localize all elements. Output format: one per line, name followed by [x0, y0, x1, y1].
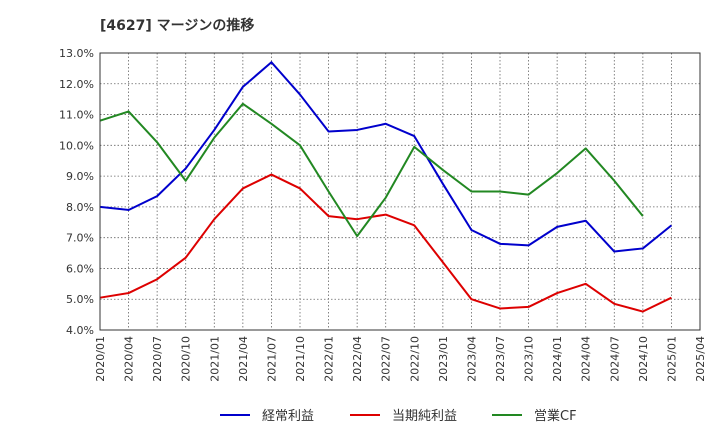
series-lines	[99, 61, 673, 313]
x-tick-label: 2023/01	[437, 336, 450, 382]
series-line-2	[99, 173, 672, 313]
plot-frame	[99, 52, 701, 331]
legend-label-3: 営業CF	[534, 408, 577, 424]
y-tick-label: 4.0%	[66, 324, 94, 337]
x-tick-label: 2023/07	[494, 336, 507, 382]
chart-title: [4627] マージンの推移	[100, 17, 254, 34]
y-tick-label: 7.0%	[66, 232, 94, 245]
y-tick-label: 11.0%	[59, 109, 94, 122]
x-tick-label: 2025/04	[694, 336, 707, 382]
x-tick-label: 2023/10	[523, 336, 536, 382]
x-tick-label: 2024/07	[608, 336, 621, 382]
x-tick-label: 2020/07	[151, 336, 164, 382]
y-tick-label: 13.0%	[59, 47, 94, 60]
y-tick-label: 12.0%	[59, 78, 94, 91]
legend-label-2: 当期純利益	[392, 409, 457, 424]
x-tick-label: 2022/07	[380, 336, 393, 382]
y-tick-label: 8.0%	[66, 201, 94, 214]
x-tick-label: 2024/01	[551, 336, 564, 382]
x-tick-label: 2025/01	[665, 336, 678, 382]
x-tick-label: 2024/10	[637, 336, 650, 382]
x-tick-label: 2023/04	[465, 336, 478, 382]
x-tick-label: 2021/01	[208, 336, 221, 382]
series-line-1	[99, 61, 673, 253]
y-tick-label: 10.0%	[59, 139, 94, 152]
x-tick-label: 2022/10	[408, 336, 421, 382]
x-tick-label: 2022/04	[351, 336, 364, 382]
y-tick-label: 9.0%	[66, 170, 94, 183]
legend: 経常利益 当期純利益 営業CF	[220, 408, 577, 424]
series-line-3	[99, 102, 644, 238]
y-tick-label: 5.0%	[66, 293, 94, 306]
x-tick-label: 2020/01	[94, 336, 107, 382]
x-tick-label: 2020/04	[123, 336, 136, 382]
x-tick-label: 2020/10	[180, 336, 193, 382]
x-tick-label: 2021/07	[265, 336, 278, 382]
x-tick-label: 2021/04	[237, 336, 250, 382]
x-tick-label: 2021/10	[294, 336, 307, 382]
x-tick-label: 2024/04	[580, 336, 593, 382]
x-axis: 2020/01 2020/04 2020/07 2020/10 2021/01 2021/…	[94, 336, 707, 382]
y-axis: 13.0% 12.0% 11.0% 10.0% 9.0% 8.0% 7.0% 6.0% 5.0%…	[59, 47, 94, 337]
y-tick-label: 6.0%	[66, 262, 94, 275]
legend-label-1: 経常利益	[262, 409, 314, 424]
x-tick-label: 2022/01	[323, 336, 336, 382]
grid	[99, 52, 701, 331]
